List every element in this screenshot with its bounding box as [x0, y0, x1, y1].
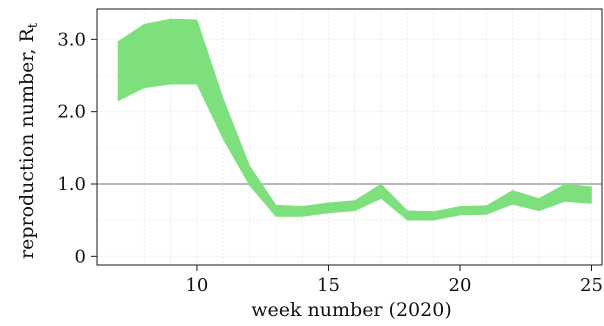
x-tick-label-25: 25 — [580, 275, 603, 296]
y-axis-title-main: reproduction number, R — [16, 28, 38, 259]
x-tick-label-10: 10 — [185, 275, 208, 296]
x-tick-label-20: 20 — [449, 275, 472, 296]
y-tick-label-0: 0 — [75, 246, 86, 267]
grid-lines — [97, 9, 602, 265]
y-axis-title: reproduction number, Rt — [16, 22, 41, 259]
y-axis-ticks: 0 1.0 2.0 3.0 — [57, 29, 97, 267]
plot-frame — [96, 8, 603, 266]
y-tick-label-2: 2.0 — [57, 102, 86, 123]
y-tick-label-3: 3.0 — [57, 29, 86, 50]
x-axis-ticks: 10 15 20 25 — [185, 265, 603, 296]
x-tick-label-15: 15 — [317, 275, 340, 296]
y-axis-title-subscript: t — [26, 22, 41, 28]
series-layer — [117, 18, 592, 221]
y-tick-label-1: 1.0 — [57, 174, 86, 195]
series-band-0 — [117, 18, 592, 221]
x-axis-title: week number (2020) — [251, 299, 452, 321]
